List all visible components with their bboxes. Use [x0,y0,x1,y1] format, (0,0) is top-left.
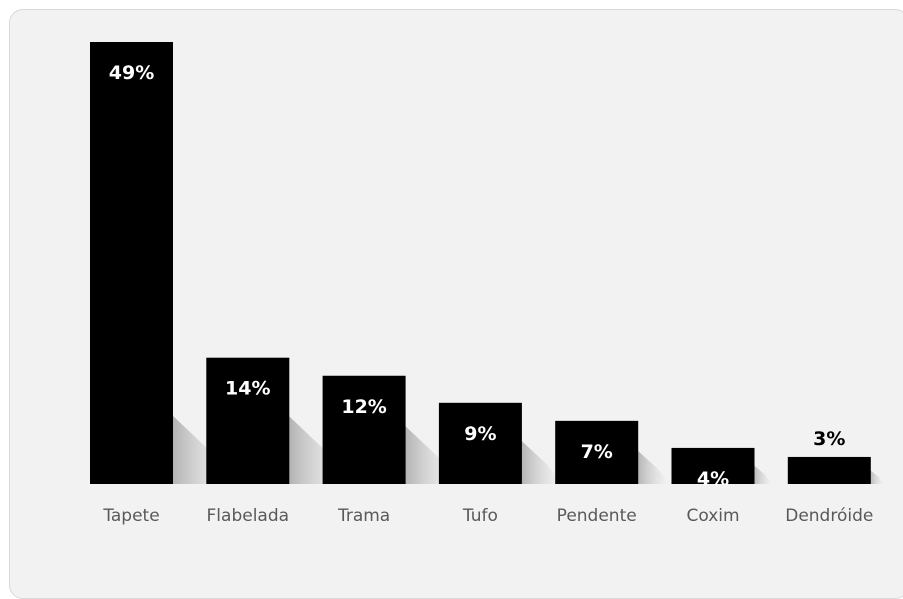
data-label: 49% [109,62,154,84]
category-label: Dendróide [785,506,873,526]
data-label: 3% [813,428,845,450]
bar-shadow [636,449,670,484]
bar-shadow [752,464,773,484]
bar-trama [322,375,406,484]
category-label: Flabelada [207,506,290,526]
data-label: 7% [581,441,613,463]
category-label: Pendente [557,506,637,526]
data-label: 14% [225,378,270,400]
bar-flabelada [206,357,290,484]
data-label: 12% [341,396,386,418]
bar-shadow [868,469,885,484]
bar-pendente [555,420,639,484]
bar-tapete [90,42,173,484]
bar-dendróide [787,456,871,484]
category-label: Tufo [462,506,498,526]
bar-coxim [671,447,755,484]
category-label: Tapete [102,506,159,526]
category-label: Trama [337,506,390,526]
category-label: Coxim [686,506,739,526]
bar-tufo [438,402,522,484]
bar-shadow [519,439,563,484]
data-label: 4% [697,468,729,490]
data-label: 9% [464,423,496,445]
